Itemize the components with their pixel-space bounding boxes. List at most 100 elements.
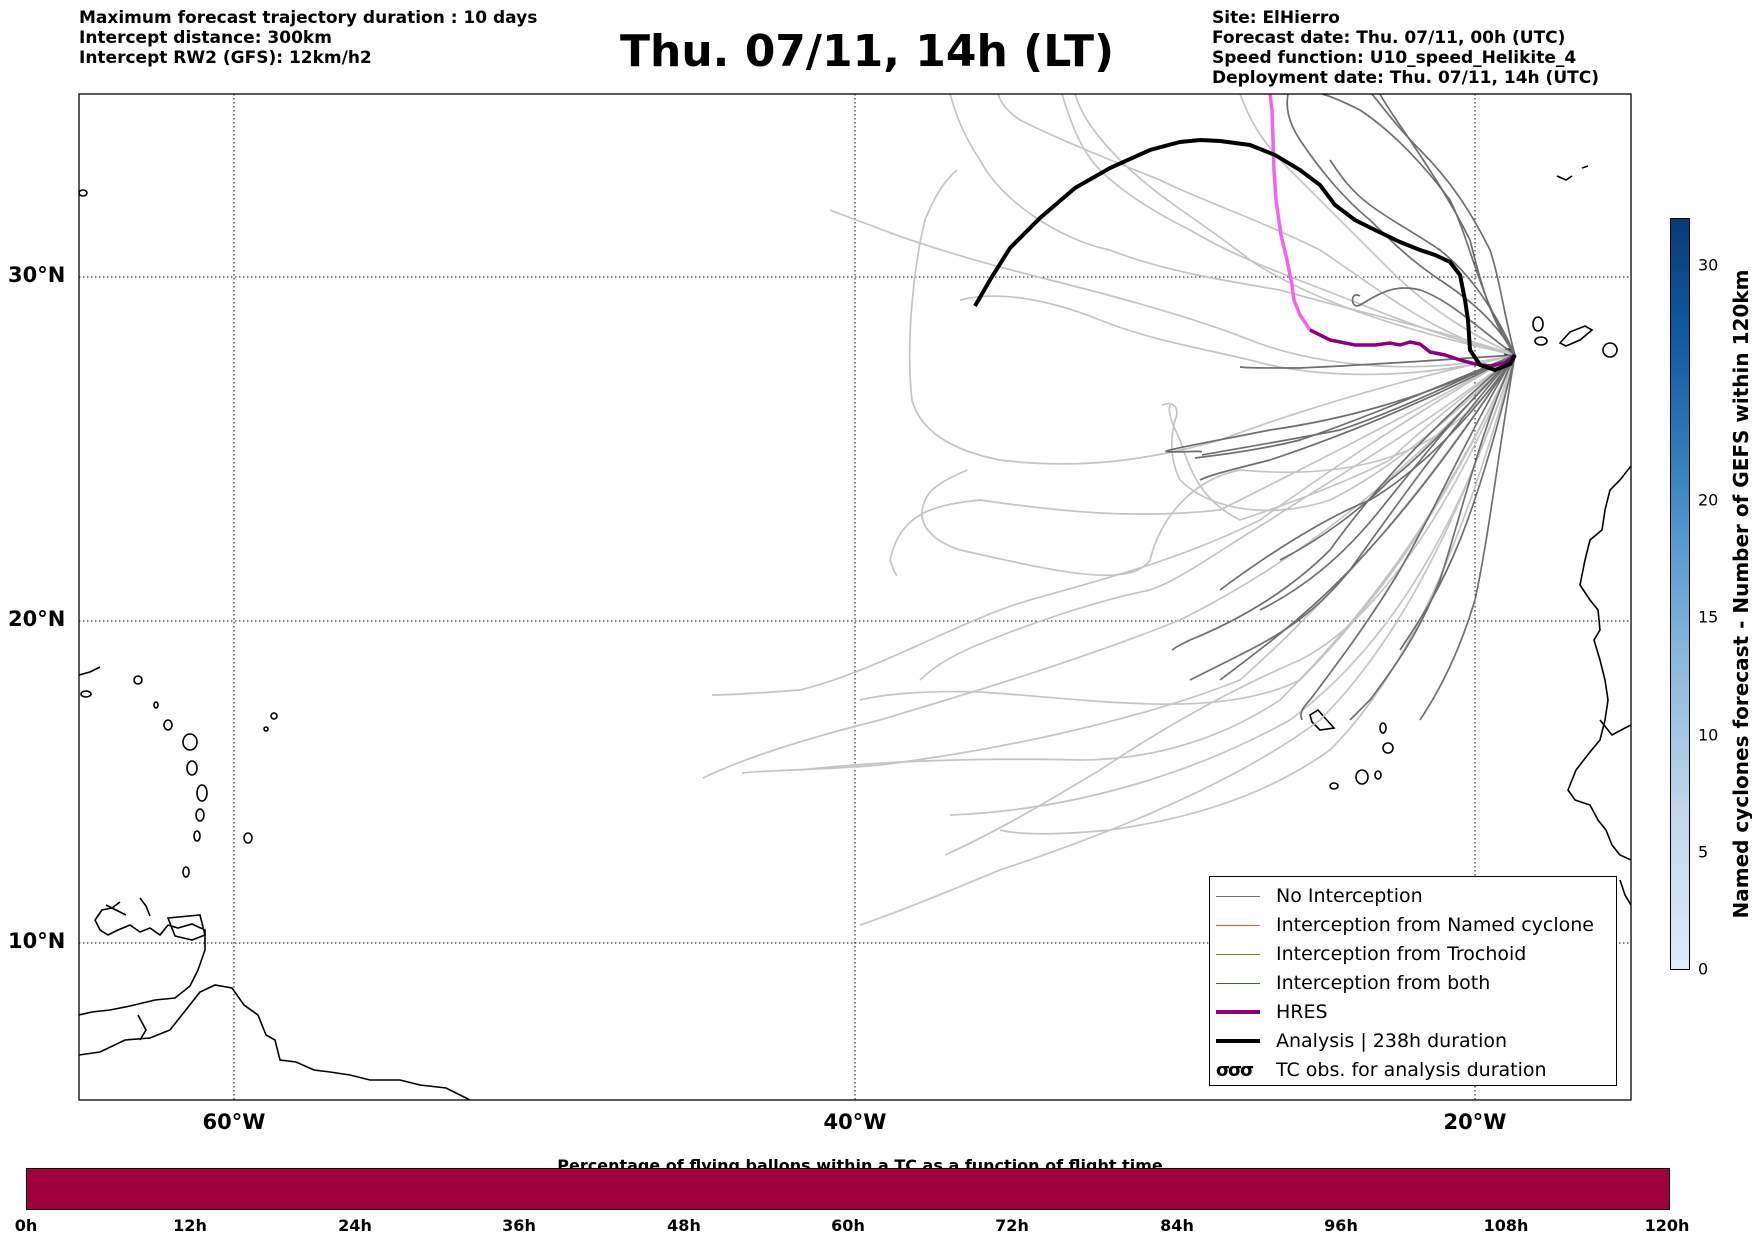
island-guadeloupe [182, 733, 198, 751]
africa-coast-south [1619, 879, 1631, 906]
time-colorbar [26, 1168, 1670, 1210]
time-tick: 84h [1160, 1216, 1194, 1235]
island-sal [1379, 722, 1387, 734]
trajectory-dark-16 [1329, 159, 1516, 356]
time-tick: 36h [502, 1216, 536, 1235]
trajectory-dark-18 [1286, 94, 1516, 356]
trajectory-light-11 [921, 354, 1516, 577]
island-virgin [80, 690, 92, 698]
trajectory-dark-17 [1351, 287, 1516, 356]
trajectory-dark-10 [1199, 354, 1516, 481]
trajectory-light-15 [959, 295, 1516, 376]
time-tick: 48h [667, 1216, 701, 1235]
lon-label-20w: 20°W [1443, 1110, 1507, 1134]
legend-label: TC obs. for analysis duration [1276, 1059, 1547, 1081]
lon-label-40w: 40°W [823, 1110, 887, 1134]
trajectory-light-20 [908, 169, 1516, 465]
trajectory-light-13 [829, 209, 1516, 368]
island-madeira [1556, 175, 1573, 181]
island-santo-antao [1309, 708, 1336, 731]
trajectory-dark-7 [1219, 354, 1516, 591]
island-puerto-rico [79, 666, 101, 676]
legend-label: Interception from Named cyclone [1276, 914, 1594, 936]
africa-coast-detail [1599, 719, 1631, 737]
island-santiago [1355, 769, 1369, 785]
island-la-gomera [1534, 336, 1548, 346]
island-dominica [186, 760, 198, 776]
time-tick: 108h [1483, 1216, 1529, 1235]
legend-swatch-analysis [1216, 1039, 1260, 1043]
island-st-vincent [193, 830, 201, 842]
speed-function-text: Speed function: U10_speed_Helikite_4 [1212, 48, 1577, 68]
legend-item-named-cyclone: Interception from Named cyclone [1216, 912, 1594, 938]
colorbar-tick: 30 [1698, 255, 1719, 275]
no-interception-trajectories [1165, 94, 1516, 721]
trajectory-light-17 [1074, 94, 1516, 356]
trajectory-light-2 [711, 354, 1516, 696]
island-la-palma [1532, 316, 1544, 332]
time-tick: 60h [831, 1216, 865, 1235]
legend-item-both: Interception from both [1216, 970, 1490, 996]
trajectory-light-10 [999, 354, 1516, 835]
legend-label: Analysis | 238h duration [1276, 1030, 1508, 1052]
page-title: Thu. 07/11, 14h (LT) [620, 26, 1115, 77]
trajectory-dark-11 [1219, 354, 1516, 681]
trajectory-light-21 [1239, 94, 1516, 356]
trajectory-light-5 [799, 354, 1516, 771]
island-grenada [182, 866, 190, 878]
legend-label: Interception from both [1276, 972, 1491, 994]
trajectory-dark-4 [1300, 354, 1516, 721]
trajectory-dark-15 [1371, 94, 1516, 356]
island-maio [1374, 770, 1382, 780]
intercept-distance-text: Intercept distance: 300km [79, 28, 332, 48]
analysis-trajectory [973, 137, 1517, 373]
deployment-date-text: Deployment date: Thu. 07/11, 14h (UTC) [1212, 68, 1599, 88]
coastlines [79, 165, 1631, 1100]
legend-item-hres: HRES [1216, 999, 1328, 1025]
time-tick: 120h [1644, 1216, 1690, 1235]
time-tick: 0h [14, 1216, 38, 1235]
colorbar-tick: 20 [1698, 490, 1719, 510]
legend-item-analysis: Analysis | 238h duration [1216, 1028, 1507, 1054]
trajectory-light-7 [859, 354, 1516, 926]
island-anguilla [133, 675, 143, 685]
island-martinique [196, 784, 208, 802]
trajectory-light-22 [1161, 354, 1516, 512]
colorbar-tick: 0 [1698, 959, 1709, 979]
time-tick: 72h [995, 1216, 1029, 1235]
trajectory-light-14 [1168, 354, 1516, 521]
trajectory-dark-9 [1201, 354, 1516, 456]
island-barbados [243, 832, 253, 844]
trajectory-light-12 [919, 354, 1516, 681]
trajectory-light-3 [702, 354, 1516, 779]
forecast-date-text: Forecast date: Thu. 07/11, 00h (UTC) [1212, 28, 1566, 48]
island-tobago [105, 904, 127, 916]
intercept-rw2-text: Intercept RW2 (GFS): 12km/h2 [79, 48, 372, 68]
island-trinidad [166, 914, 206, 941]
trajectory-light-18 [997, 94, 1516, 356]
island-bermuda [79, 189, 88, 197]
legend-swatch-named-cyclone [1216, 924, 1260, 926]
tc-symbol-icon: σσσ [1216, 1059, 1254, 1081]
trajectory-dark-2 [1171, 354, 1516, 651]
colorbar-tick: 5 [1698, 842, 1709, 862]
time-tick: 12h [173, 1216, 207, 1235]
island-st-lucia [195, 808, 205, 822]
colorbar-tick: 15 [1698, 607, 1719, 627]
time-tick: 24h [338, 1216, 372, 1235]
trajectory-light-9 [944, 354, 1516, 856]
site-text: Site: ElHierro [1212, 8, 1340, 28]
trajectory-duration-text: Maximum forecast trajectory duration : 1… [79, 8, 538, 28]
island-boavista [1382, 742, 1394, 754]
site-parameters: Site: ElHierro Forecast date: Thu. 07/11… [1212, 8, 1599, 88]
legend-label: No Interception [1276, 885, 1423, 907]
trajectory-dark-12 [1239, 354, 1516, 369]
island-gran-canaria [1602, 342, 1618, 358]
lat-label-10n: 10°N [8, 929, 66, 953]
legend-swatch-both [1216, 982, 1260, 984]
hres-trajectory-early [1268, 94, 1312, 331]
trajectory-dark-21 [1279, 354, 1516, 561]
island-montserrat [153, 701, 159, 709]
trajectory-light-8 [949, 354, 1516, 816]
island-antigua [163, 719, 173, 731]
